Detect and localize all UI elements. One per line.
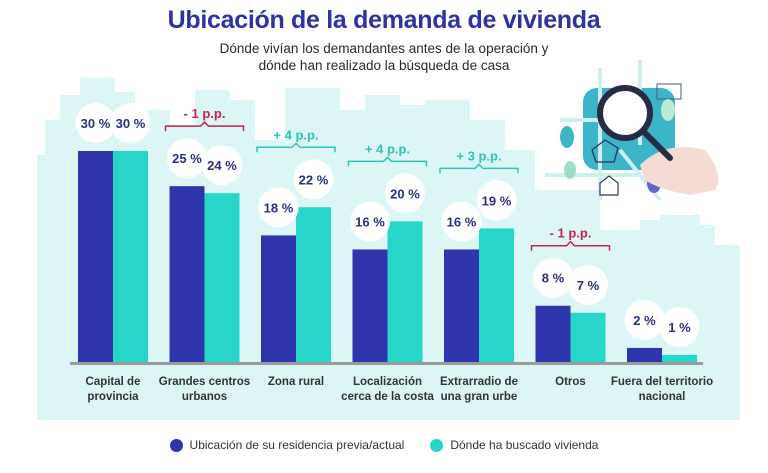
value-bubble <box>659 306 700 347</box>
bars <box>70 151 703 365</box>
category-label: Otros <box>555 376 586 388</box>
category-label: Capital de <box>86 376 141 388</box>
bar-previous <box>78 151 113 362</box>
value-label: 1 % <box>668 320 691 335</box>
category-label: urbanos <box>182 391 227 403</box>
legend-label-search: Dónde ha buscado vivienda <box>450 438 599 452</box>
difference-label: + 3 p.p. <box>456 148 501 163</box>
subtitle-line-2: dónde han realizado la búsqueda de casa <box>258 58 510 73</box>
value-bubble <box>202 145 242 186</box>
difference-label: + 4 p.p. <box>365 141 410 156</box>
legend-swatch-search <box>430 438 444 452</box>
value-label: 16 % <box>355 214 385 229</box>
difference-label: - 1 p.p. <box>550 226 592 241</box>
value-label: 30 % <box>116 116 146 131</box>
magnifying-glass-over-map-icon <box>545 60 719 202</box>
value-bubble <box>293 159 334 200</box>
value-label: 8 % <box>542 271 565 286</box>
bar-search <box>570 312 606 362</box>
bar-search <box>296 207 331 362</box>
difference-label: + 4 p.p. <box>273 127 318 142</box>
legend-swatch-previous <box>169 438 183 452</box>
value-bubble <box>441 201 482 242</box>
bar-search <box>113 151 148 362</box>
bracket <box>530 240 611 251</box>
bar-search <box>204 193 240 362</box>
map-house <box>591 139 619 163</box>
category-label: Zona rural <box>268 376 324 388</box>
value-label: 19 % <box>482 193 512 208</box>
value-bubble <box>533 257 573 298</box>
legend-item-search: Dónde ha buscado vivienda <box>430 438 598 452</box>
bar-previous <box>444 249 479 362</box>
bracket <box>256 142 336 153</box>
chart-subtitle: Dónde vivían los demandantes antes de la… <box>200 40 568 74</box>
magnifier-handle <box>637 125 673 161</box>
category-label: Fuera del territorio <box>611 376 713 388</box>
value-label: 25 % <box>172 151 202 166</box>
chart-title: Ubicación de la demanda de vivienda <box>167 6 601 34</box>
value-bubble <box>167 138 207 179</box>
subtitle-line-1: Dónde vivían los demandantes antes de la… <box>219 41 549 56</box>
value-labels: 30 % 30 % 25 % 24 % 18 % 22 % 16 % 20 % 16 % 19 %… <box>75 103 700 347</box>
legend-item-previous: Ubicación de su residencia previa/actual <box>169 438 405 452</box>
tree <box>560 126 574 148</box>
category-labels: Capital de provincia Grandes centros urbano… <box>86 376 714 403</box>
category-label: nacional <box>639 391 686 403</box>
hand <box>640 147 719 195</box>
category-label: Extrarradio de <box>440 376 518 388</box>
category-label: una gran urbe <box>441 391 518 403</box>
tree <box>661 99 675 121</box>
legend: Ubicación de su residencia previa/actual… <box>0 438 768 452</box>
legend-label-previous: Ubicación de su residencia previa/actual <box>189 438 405 452</box>
value-bubble <box>385 173 425 214</box>
value-bubble <box>568 264 608 305</box>
value-label: 22 % <box>299 172 329 187</box>
value-label: 20 % <box>390 186 420 201</box>
value-label: 7 % <box>577 278 600 293</box>
bar-previous <box>535 305 571 362</box>
bar-search <box>387 221 423 362</box>
tree <box>564 161 576 179</box>
category-label: Grandes centros <box>159 376 250 388</box>
difference-annotations: - 1 p.p. + 4 p.p. + 4 p.p. + 3 p.p. - 1 p.p. <box>164 106 611 251</box>
value-bubble <box>624 299 665 340</box>
magnifier-lens <box>597 85 653 141</box>
bracket <box>347 156 428 167</box>
value-label: 16 % <box>447 214 477 229</box>
value-label: 18 % <box>264 200 294 215</box>
bar-search <box>662 354 697 362</box>
map-building <box>656 83 682 100</box>
bar-previous <box>352 249 388 362</box>
category-label: Localización <box>353 376 422 388</box>
bar-previous <box>627 347 662 362</box>
bracket <box>439 163 519 174</box>
value-bubble <box>350 201 390 242</box>
difference-label: - 1 p.p. <box>184 106 226 121</box>
value-label: 24 % <box>207 158 237 173</box>
bar-search <box>479 228 514 362</box>
value-bubble <box>476 180 517 221</box>
bracket <box>164 121 245 132</box>
bar-previous <box>261 235 296 362</box>
category-label: cerca de la costa <box>341 391 434 403</box>
value-bubble <box>258 187 299 228</box>
value-label: 2 % <box>633 313 656 328</box>
category-label: provincia <box>87 391 139 403</box>
value-bubble <box>110 103 151 143</box>
value-label: 30 % <box>81 116 111 131</box>
value-bubble <box>75 103 116 143</box>
house-outline <box>599 175 619 196</box>
bar-previous <box>169 186 205 362</box>
